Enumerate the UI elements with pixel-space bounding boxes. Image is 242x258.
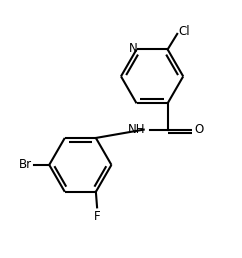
Text: F: F	[94, 210, 100, 223]
Text: Br: Br	[19, 158, 32, 171]
Text: Cl: Cl	[178, 25, 190, 38]
Text: NH: NH	[128, 123, 145, 136]
Text: N: N	[129, 42, 137, 55]
Text: O: O	[194, 123, 204, 136]
